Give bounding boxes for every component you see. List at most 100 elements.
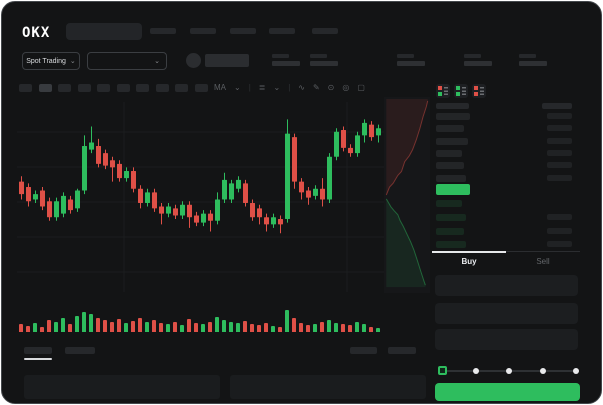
bottom-action-placeholder[interactable] xyxy=(388,347,416,354)
bottom-panel-left xyxy=(24,375,220,399)
nav-item-placeholder[interactable] xyxy=(269,28,295,34)
timeframe-chip[interactable] xyxy=(175,84,188,92)
ma-indicator-label[interactable]: MA xyxy=(214,83,226,92)
timeframe-chip[interactable] xyxy=(19,84,32,92)
ask-price-placeholder[interactable] xyxy=(436,113,470,120)
stat-label-placeholder xyxy=(310,54,327,58)
camera-icon[interactable]: ⊙ xyxy=(327,83,335,92)
orderbook-bids-view-icon[interactable] xyxy=(454,84,468,98)
volume-bar xyxy=(208,322,212,332)
order-form-field[interactable] xyxy=(435,303,578,324)
nav-item-placeholder[interactable] xyxy=(150,28,176,34)
timeframe-chip[interactable] xyxy=(194,84,208,92)
depth-chart xyxy=(384,97,430,293)
chart-style-icon[interactable]: ≣ xyxy=(258,83,266,92)
asks-depth-area xyxy=(386,99,428,195)
volume-bar xyxy=(250,324,254,332)
timeframe-chip[interactable] xyxy=(116,84,130,92)
buy-submit-button[interactable] xyxy=(435,383,580,401)
volume-bar xyxy=(201,324,205,332)
bottom-panel-right xyxy=(230,375,426,399)
search-input[interactable] xyxy=(66,23,142,40)
draw-tool-icon[interactable]: ✎ xyxy=(312,83,320,92)
volume-bars xyxy=(17,296,385,334)
timeframe-chip[interactable] xyxy=(155,84,169,92)
nav-item-placeholder[interactable] xyxy=(230,28,256,34)
timeframe-chip[interactable] xyxy=(136,84,149,92)
slider-handle[interactable] xyxy=(438,366,447,375)
pair-selector-dropdown[interactable]: ⌄ xyxy=(87,52,167,70)
bid-price-placeholder[interactable] xyxy=(436,227,464,235)
timeframe-chip[interactable] xyxy=(77,84,91,92)
orderbook-amount-header xyxy=(542,103,572,109)
bid-price-placeholder[interactable] xyxy=(436,241,466,249)
volume-bar xyxy=(103,320,107,332)
ask-amount-placeholder xyxy=(547,137,572,144)
slider-stop[interactable] xyxy=(539,368,546,374)
order-form-field[interactable] xyxy=(435,329,578,350)
ask-amount-placeholder xyxy=(547,113,572,119)
slider-stop[interactable] xyxy=(573,368,579,374)
stat-label-placeholder xyxy=(272,54,289,58)
chevron-down-icon: ⌄ xyxy=(154,58,160,65)
okx-logo: OKX xyxy=(22,25,51,41)
ticker-stat xyxy=(464,54,494,67)
slider-stop[interactable] xyxy=(472,368,479,374)
ask-price-placeholder[interactable] xyxy=(436,137,468,145)
volume-bar xyxy=(278,327,282,332)
toolbar-divider: | xyxy=(288,83,291,92)
volume-bar xyxy=(82,312,86,332)
bottom-tab-underline xyxy=(24,358,52,360)
ask-price-placeholder[interactable] xyxy=(436,174,466,182)
nav-item-placeholder[interactable] xyxy=(190,28,216,34)
ask-amount-placeholder xyxy=(547,149,572,156)
fullscreen-icon[interactable]: ▢ xyxy=(357,83,365,92)
stat-value-placeholder xyxy=(519,61,547,66)
chevron-down-icon[interactable]: ⌄ xyxy=(273,83,281,92)
ticker-stat xyxy=(310,54,340,67)
timeframe-chip[interactable] xyxy=(58,84,71,92)
orderbook-combined-view-icon[interactable] xyxy=(436,84,450,98)
order-form-field[interactable] xyxy=(435,275,578,296)
ask-price-placeholder[interactable] xyxy=(436,162,464,170)
ask-amount-placeholder xyxy=(547,174,572,181)
ask-price-placeholder[interactable] xyxy=(436,149,462,157)
nav-item-placeholder[interactable] xyxy=(312,28,338,34)
volume-bar xyxy=(215,317,219,332)
volume-bar xyxy=(194,323,198,332)
settings-icon[interactable]: ◎ xyxy=(342,83,350,92)
timeframe-chip[interactable] xyxy=(97,84,110,92)
timeframe-chip[interactable] xyxy=(38,84,52,92)
volume-bar xyxy=(313,324,317,332)
volume-bar xyxy=(229,322,233,332)
bottom-tab-active[interactable] xyxy=(24,347,52,354)
orderbook-asks-view-icon[interactable] xyxy=(472,84,486,98)
bid-price-placeholder[interactable] xyxy=(436,200,462,207)
candlestick-chart[interactable] xyxy=(17,98,385,296)
bid-amount-placeholder xyxy=(547,227,572,234)
orderbook-last-price[interactable] xyxy=(436,184,470,195)
tab-sell[interactable]: Sell xyxy=(536,257,550,266)
chart-tools: MA ⌄ | ≣ ⌄ | ∿ ✎ ⊙ ◎ ▢ xyxy=(214,83,365,93)
volume-bar xyxy=(96,318,100,332)
tab-buy[interactable]: Buy xyxy=(432,251,506,271)
stat-value-placeholder xyxy=(464,61,492,66)
volume-bar xyxy=(222,320,226,332)
volume-bar xyxy=(152,320,156,332)
chevron-down-icon[interactable]: ⌄ xyxy=(234,83,241,92)
volume-bar xyxy=(110,322,114,332)
volume-bar xyxy=(138,318,142,332)
bottom-tab[interactable] xyxy=(65,347,95,354)
volume-bar xyxy=(257,325,261,332)
bid-price-placeholder[interactable] xyxy=(436,213,466,221)
slider-stop[interactable] xyxy=(506,368,512,374)
ticker-stat xyxy=(272,54,302,67)
ask-price-placeholder[interactable] xyxy=(436,125,464,133)
volume-bar xyxy=(292,318,296,332)
amount-slider[interactable] xyxy=(438,366,579,375)
volume-bar xyxy=(271,326,275,332)
market-type-dropdown[interactable]: Spot Trading ⌄ xyxy=(22,52,80,70)
line-tool-icon[interactable]: ∿ xyxy=(298,83,305,92)
bottom-action-placeholder[interactable] xyxy=(350,347,377,354)
